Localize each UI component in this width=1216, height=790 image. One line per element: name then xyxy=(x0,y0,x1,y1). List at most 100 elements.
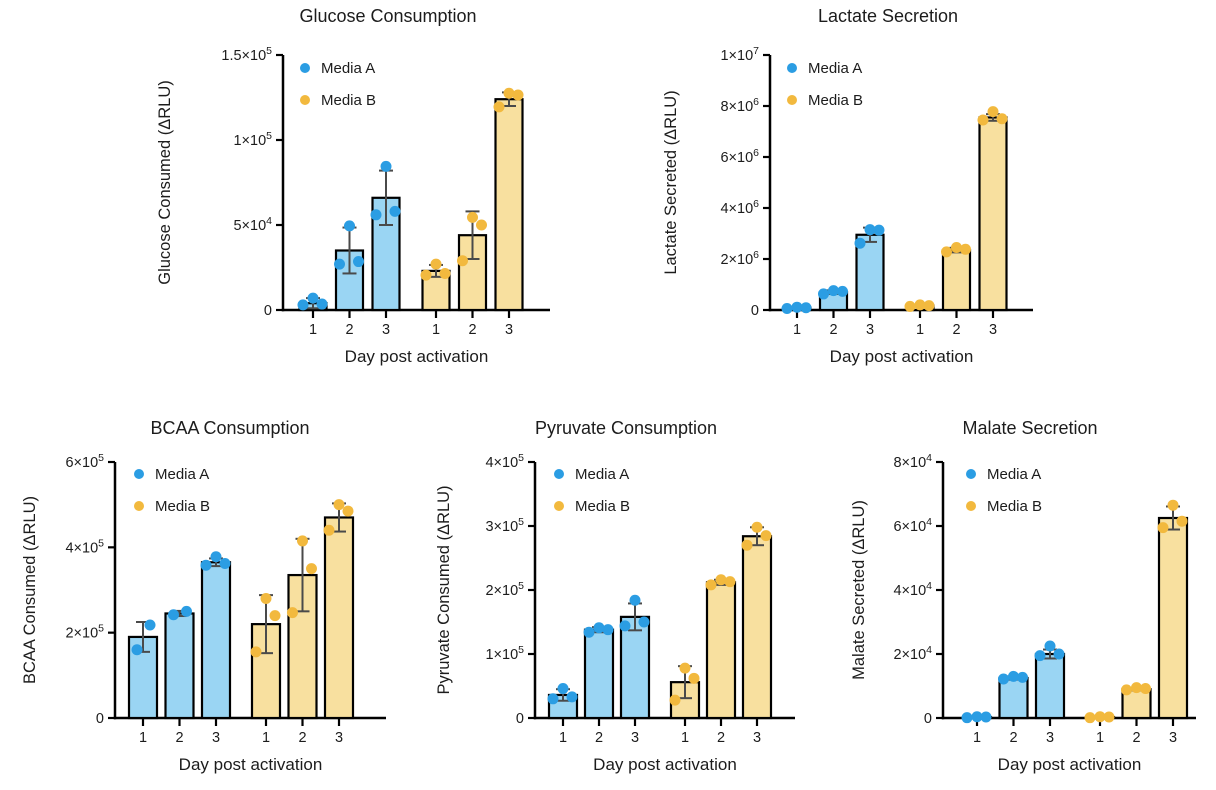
y-tick-label: 0 xyxy=(264,303,272,319)
legend-label-media-a: Media A xyxy=(808,60,862,77)
bcaa-title: BCAA Consumption xyxy=(150,418,309,438)
pyruvate-bar-mediaA-day2 xyxy=(583,628,615,720)
glucose-consumption-chart: Glucose Consumption Glucose Consumed (ΔRL… xyxy=(140,2,620,396)
data-point xyxy=(512,89,524,101)
malate-title: Malate Secretion xyxy=(962,418,1097,438)
x-tick-label: 1 xyxy=(973,730,981,746)
legend-marker-media-a xyxy=(787,63,797,73)
data-point xyxy=(987,106,999,118)
bcaa-y-axis-label: BCAA Consumed (ΔRLU) xyxy=(21,496,39,684)
y-tick-label: 0 xyxy=(924,711,932,727)
data-point xyxy=(342,505,354,517)
x-tick-label: 3 xyxy=(989,322,997,338)
data-point xyxy=(724,576,736,588)
data-point xyxy=(837,285,848,297)
y-tick-label: 2×106 xyxy=(720,249,759,268)
legend-label-media-a: Media A xyxy=(575,466,629,483)
data-point xyxy=(679,662,691,674)
x-tick-label: 3 xyxy=(631,730,639,746)
x-tick-label: 1 xyxy=(432,322,440,338)
data-point xyxy=(760,530,772,542)
lactate-secretion-plot: Lactate Secretion Lactate Secreted (ΔRLU)… xyxy=(662,6,1033,366)
data-point xyxy=(791,301,803,313)
x-tick-label: 3 xyxy=(866,322,874,338)
data-point xyxy=(629,594,641,606)
legend-label-media-a: Media A xyxy=(987,466,1041,483)
data-point xyxy=(333,499,345,511)
x-tick-label: 1 xyxy=(139,730,147,746)
data-point xyxy=(566,691,578,703)
data-point xyxy=(980,711,992,723)
data-point xyxy=(1167,499,1179,511)
pyruvate-bar-mediaB-day2 xyxy=(705,581,737,720)
bcaa-consumption-chart: BCAA Consumption BCAA Consumed (ΔRLU) 0 2×1… xyxy=(8,396,418,790)
y-tick-label: 3×105 xyxy=(485,516,524,535)
lactate-x-axis-label: Day post activation xyxy=(830,347,974,366)
y-tick-label: 4×105 xyxy=(485,452,524,471)
x-tick-label: 3 xyxy=(505,322,513,338)
malate-bar-mediaA-day2 xyxy=(998,676,1029,720)
legend-label-media-b: Media B xyxy=(987,498,1042,515)
malate-secretion-chart: Malate Secretion Malate Secreted (ΔRLU) 0 2… xyxy=(812,396,1216,790)
y-tick-label: 0 xyxy=(751,303,759,319)
legend-label-media-b: Media B xyxy=(321,92,376,109)
data-point xyxy=(344,220,355,232)
data-point xyxy=(269,610,281,622)
x-tick-label: 1 xyxy=(793,322,801,338)
x-tick-label: 1 xyxy=(681,730,689,746)
data-point xyxy=(307,292,319,304)
data-point xyxy=(1121,684,1132,696)
malate-bar-mediaB-day3 xyxy=(1157,516,1189,720)
legend-marker-media-a xyxy=(554,469,564,479)
data-point xyxy=(971,711,983,723)
legend-marker-media-a xyxy=(134,469,144,479)
data-point xyxy=(781,302,793,314)
data-point xyxy=(493,101,505,113)
data-point xyxy=(131,644,143,656)
y-tick-label: 1.5×105 xyxy=(221,45,272,64)
y-tick-label: 2×104 xyxy=(893,644,932,663)
pyruvate-bar-mediaA-day3 xyxy=(619,615,651,720)
malate-bar-mediaA-day3 xyxy=(1034,652,1066,720)
y-tick-label: 0 xyxy=(516,711,524,727)
x-tick-label: 3 xyxy=(382,322,390,338)
x-tick-label: 2 xyxy=(829,322,837,338)
data-point xyxy=(389,205,401,217)
malate-x-axis-label: Day post activation xyxy=(998,755,1142,774)
bcaa-bar-mediaA-day3 xyxy=(200,561,232,720)
data-point xyxy=(818,288,829,300)
data-point xyxy=(951,242,962,254)
data-point xyxy=(705,579,717,591)
data-point xyxy=(996,113,1008,125)
data-point xyxy=(420,269,432,281)
data-point xyxy=(1176,515,1188,527)
data-point xyxy=(1034,650,1046,662)
data-point xyxy=(547,693,559,705)
legend-marker-media-b xyxy=(134,501,144,511)
data-point xyxy=(168,609,179,621)
data-point xyxy=(583,626,595,638)
data-point xyxy=(961,712,973,724)
bcaa-x-axis-label: Day post activation xyxy=(179,755,323,774)
data-point xyxy=(1084,712,1096,724)
data-point xyxy=(439,267,451,279)
lactate-y-axis-label: Lactate Secreted (ΔRLU) xyxy=(662,90,680,274)
bcaa-bar-mediaB-day3 xyxy=(323,516,355,720)
data-point xyxy=(800,302,812,314)
data-point xyxy=(1017,671,1028,683)
data-point xyxy=(669,694,681,706)
pyruvate-title: Pyruvate Consumption xyxy=(535,418,717,438)
bcaa-consumption-plot: BCAA Consumption BCAA Consumed (ΔRLU) 0 2×1… xyxy=(21,418,386,774)
legend-label-media-b: Media B xyxy=(575,498,630,515)
lactate-secretion-chart: Lactate Secretion Lactate Secreted (ΔRLU)… xyxy=(648,2,1128,396)
data-point xyxy=(619,620,631,632)
data-point xyxy=(380,160,392,172)
data-point xyxy=(873,224,885,236)
x-tick-label: 1 xyxy=(262,730,270,746)
data-point xyxy=(306,563,317,575)
legend-marker-media-b xyxy=(300,95,310,105)
data-point xyxy=(1131,682,1142,694)
pyruvate-y-axis-label: Pyruvate Consumed (ΔRLU) xyxy=(435,485,453,694)
bcaa-bar-mediaB-day2 xyxy=(287,573,318,720)
data-point xyxy=(741,539,753,551)
